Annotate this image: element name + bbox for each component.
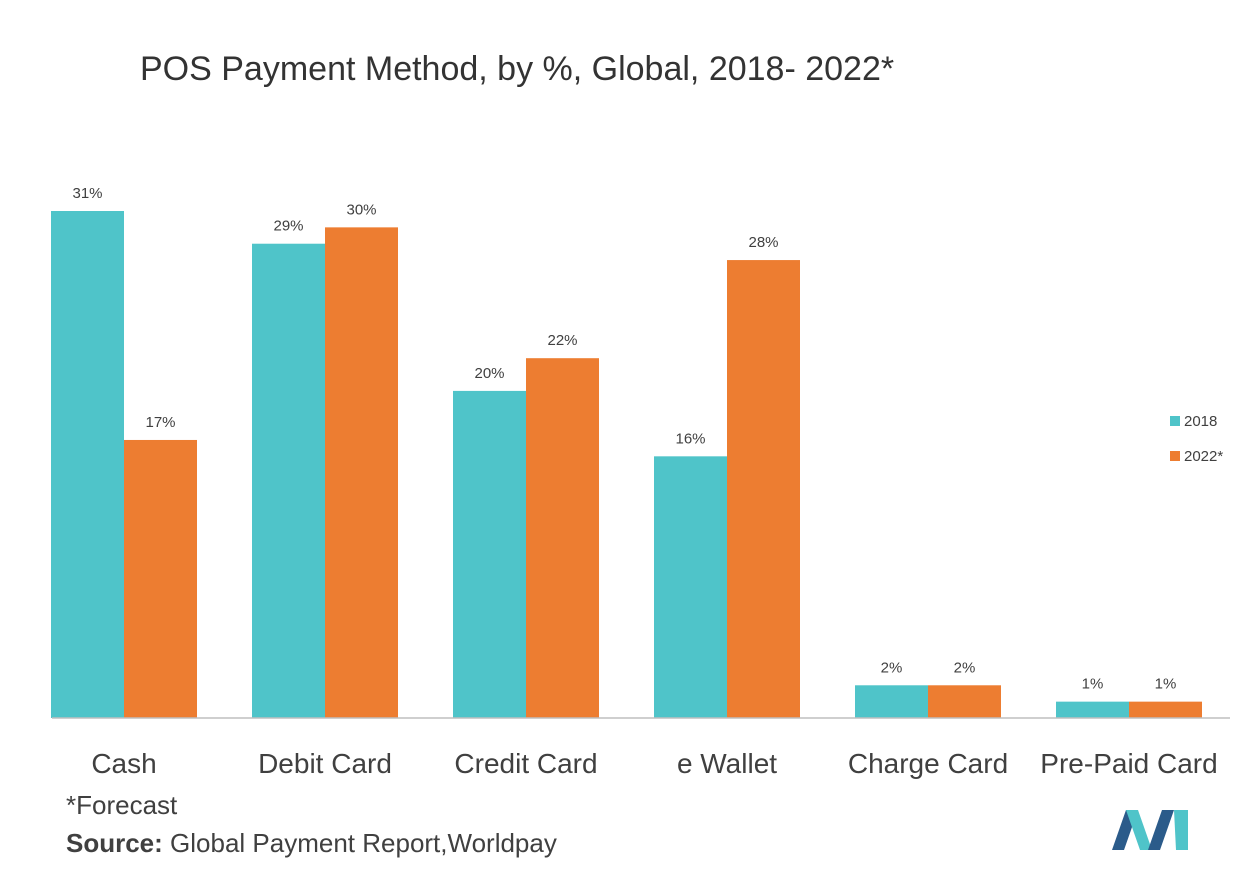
data-label-2018-credit-card: 20%: [474, 365, 504, 382]
source-label: Source:: [66, 828, 163, 858]
data-label-2018-debit-card: 29%: [273, 218, 303, 235]
category-label-charge-card: Charge Card: [848, 748, 1008, 779]
data-label-2022-cash: 17%: [145, 414, 175, 431]
source-note: Source: Global Payment Report,Worldpay: [66, 828, 557, 859]
bar-2022-credit-card: [526, 358, 599, 718]
bar-2022-charge-card: [928, 685, 1001, 718]
bar-2022-cash: [124, 439, 197, 718]
legend-swatch-2018: [1170, 416, 1180, 426]
bar-2022-e-wallet: [727, 260, 800, 718]
category-label-cash: Cash: [91, 748, 156, 779]
bar-2018-pre-paid-card: [1056, 701, 1129, 718]
category-label-debit-card: Debit Card: [258, 748, 392, 779]
data-label-2022-e-wallet: 28%: [748, 234, 778, 251]
bars-layer: [51, 211, 1202, 719]
data-label-2018-cash: 31%: [72, 185, 102, 202]
bar-2018-charge-card: [855, 685, 928, 718]
data-label-2018-e-wallet: 16%: [675, 430, 705, 447]
data-label-2022-credit-card: 22%: [547, 332, 577, 349]
bar-2018-debit-card: [252, 243, 325, 719]
bar-2018-cash: [51, 211, 124, 718]
data-label-2018-charge-card: 2%: [881, 659, 903, 676]
category-label-pre-paid-card: Pre-Paid Card: [1040, 748, 1217, 779]
data-label-2022-pre-paid-card: 1%: [1155, 676, 1177, 693]
data-label-2022-charge-card: 2%: [954, 659, 976, 676]
bar-2022-debit-card: [325, 227, 398, 718]
chart-title: POS Payment Method, by %, Global, 2018- …: [140, 50, 895, 88]
labels-layer: 31% 17% Cash 29% 30% Debit Card 20% 22% Credit C…: [72, 185, 1217, 779]
forecast-footnote: *Forecast: [66, 790, 178, 820]
source-text: Global Payment Report,Worldpay: [162, 828, 557, 858]
data-label-2022-debit-card: 30%: [346, 201, 376, 218]
legend-swatch-2022: [1170, 451, 1180, 461]
bar-2018-credit-card: [453, 390, 526, 718]
data-label-2018-pre-paid-card: 1%: [1082, 676, 1104, 693]
legend: 2018 2022*: [1170, 413, 1223, 465]
bar-2018-e-wallet: [654, 456, 727, 718]
category-label-e-wallet: e Wallet: [677, 748, 777, 779]
bar-2022-pre-paid-card: [1129, 701, 1202, 718]
brand-logo-icon: [1112, 810, 1188, 850]
category-label-credit-card: Credit Card: [454, 748, 597, 779]
legend-label-2022: 2022*: [1184, 448, 1223, 465]
legend-label-2018: 2018: [1184, 413, 1217, 430]
